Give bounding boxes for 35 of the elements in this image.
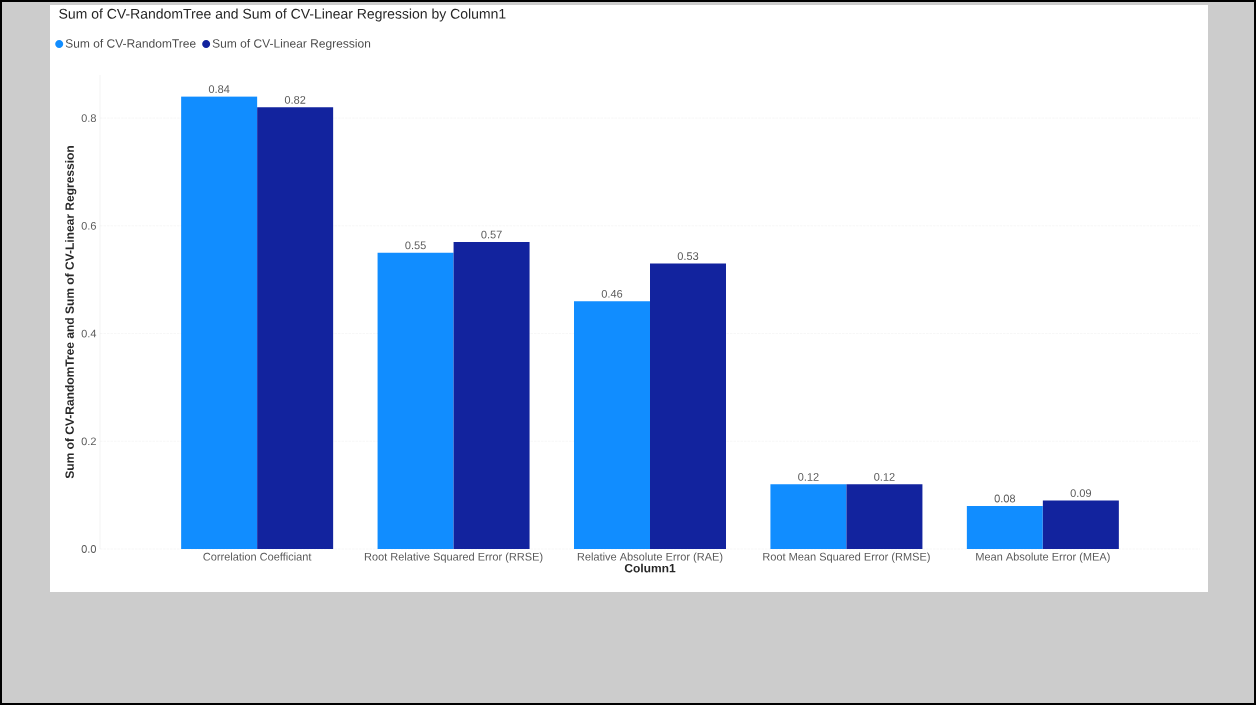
bar: [453, 241, 530, 549]
bar: [770, 484, 847, 549]
data-label: 0.82: [284, 96, 306, 104]
data-label: 0.53: [677, 252, 699, 260]
x-axis-title: Column1: [624, 563, 676, 573]
y-axis-title: Sum of CV-RandomTree and Sum of CV-Linear Regression: [65, 146, 77, 479]
legend-label: Sum of CV-Linear Regression: [212, 38, 371, 51]
x-tick-label: Root Mean Squared Error (RMSE): [763, 552, 930, 563]
legend-label: Sum of CV-RandomTree: [65, 38, 196, 48]
bar: [257, 107, 334, 549]
data-label: 0.57: [481, 230, 502, 239]
y-tick-label: 0.4: [81, 329, 97, 338]
bar: [377, 252, 454, 549]
data-label: 0.55: [405, 241, 426, 250]
bar: [650, 263, 726, 549]
data-label: 0.12: [798, 473, 819, 481]
y-tick-label: 0.0: [81, 545, 97, 553]
bar: [846, 484, 923, 549]
x-tick-label: Relative Absolute Error (RAE): [577, 552, 723, 563]
data-label: 0.08: [994, 494, 1016, 503]
x-tick-label: Mean Absolute Error (MEA): [976, 552, 1110, 563]
data-label: 0.84: [208, 85, 230, 94]
x-tick-label: Correlation Coefficiant: [203, 552, 312, 561]
bar: [966, 505, 1043, 549]
data-label: 0.09: [1070, 489, 1092, 497]
y-tick-label: 0.6: [81, 221, 96, 230]
data-label: 0.46: [601, 289, 623, 298]
y-tick-label: 0.2: [81, 437, 96, 446]
chart-title: Sum of CV-RandomTree and Sum of CV-Linear Regression by Column1: [59, 8, 506, 22]
x-tick-label: Root Relative Squared Error (RRSE): [364, 552, 543, 563]
bar: [181, 96, 258, 549]
data-label: 0.12: [874, 473, 895, 481]
bar: [574, 301, 650, 549]
bar: [1042, 500, 1119, 549]
y-tick-label: 0.8: [81, 114, 96, 122]
